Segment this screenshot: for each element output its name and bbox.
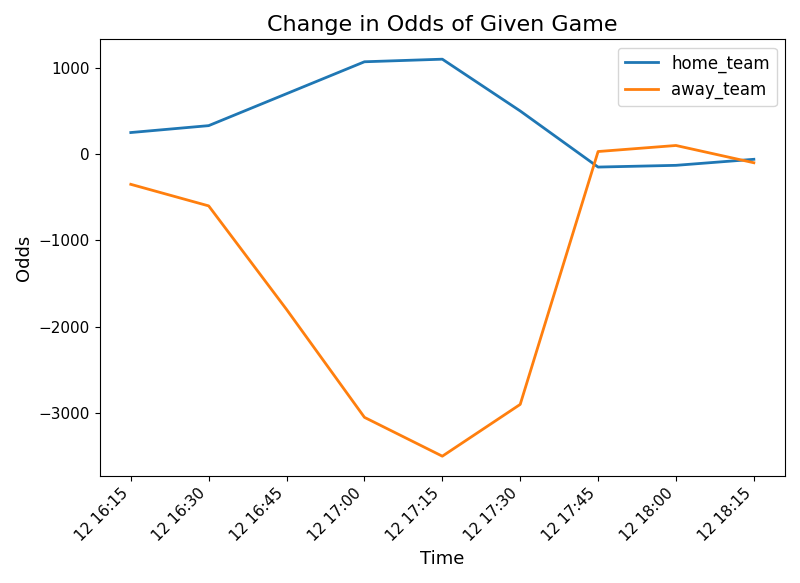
home_team bbox=[671, 162, 681, 169]
X-axis label: Time: Time bbox=[420, 550, 465, 568]
home_team bbox=[594, 164, 603, 171]
Legend: home_team, away_team: home_team, away_team bbox=[618, 48, 777, 106]
Line: home_team: home_team bbox=[131, 59, 754, 167]
away_team bbox=[360, 414, 370, 421]
home_team bbox=[515, 107, 525, 114]
away_team bbox=[438, 452, 447, 459]
home_team bbox=[126, 129, 136, 136]
away_team bbox=[282, 306, 291, 313]
home_team bbox=[282, 90, 291, 97]
home_team bbox=[360, 58, 370, 65]
away_team bbox=[515, 401, 525, 408]
Line: away_team: away_team bbox=[131, 146, 754, 456]
home_team bbox=[749, 156, 758, 163]
Y-axis label: Odds: Odds bbox=[15, 234, 33, 281]
away_team bbox=[749, 159, 758, 166]
home_team bbox=[438, 56, 447, 63]
away_team bbox=[204, 202, 214, 209]
home_team bbox=[204, 122, 214, 129]
Title: Change in Odds of Given Game: Change in Odds of Given Game bbox=[267, 15, 618, 35]
away_team bbox=[671, 142, 681, 149]
away_team bbox=[126, 181, 136, 188]
away_team bbox=[594, 148, 603, 155]
